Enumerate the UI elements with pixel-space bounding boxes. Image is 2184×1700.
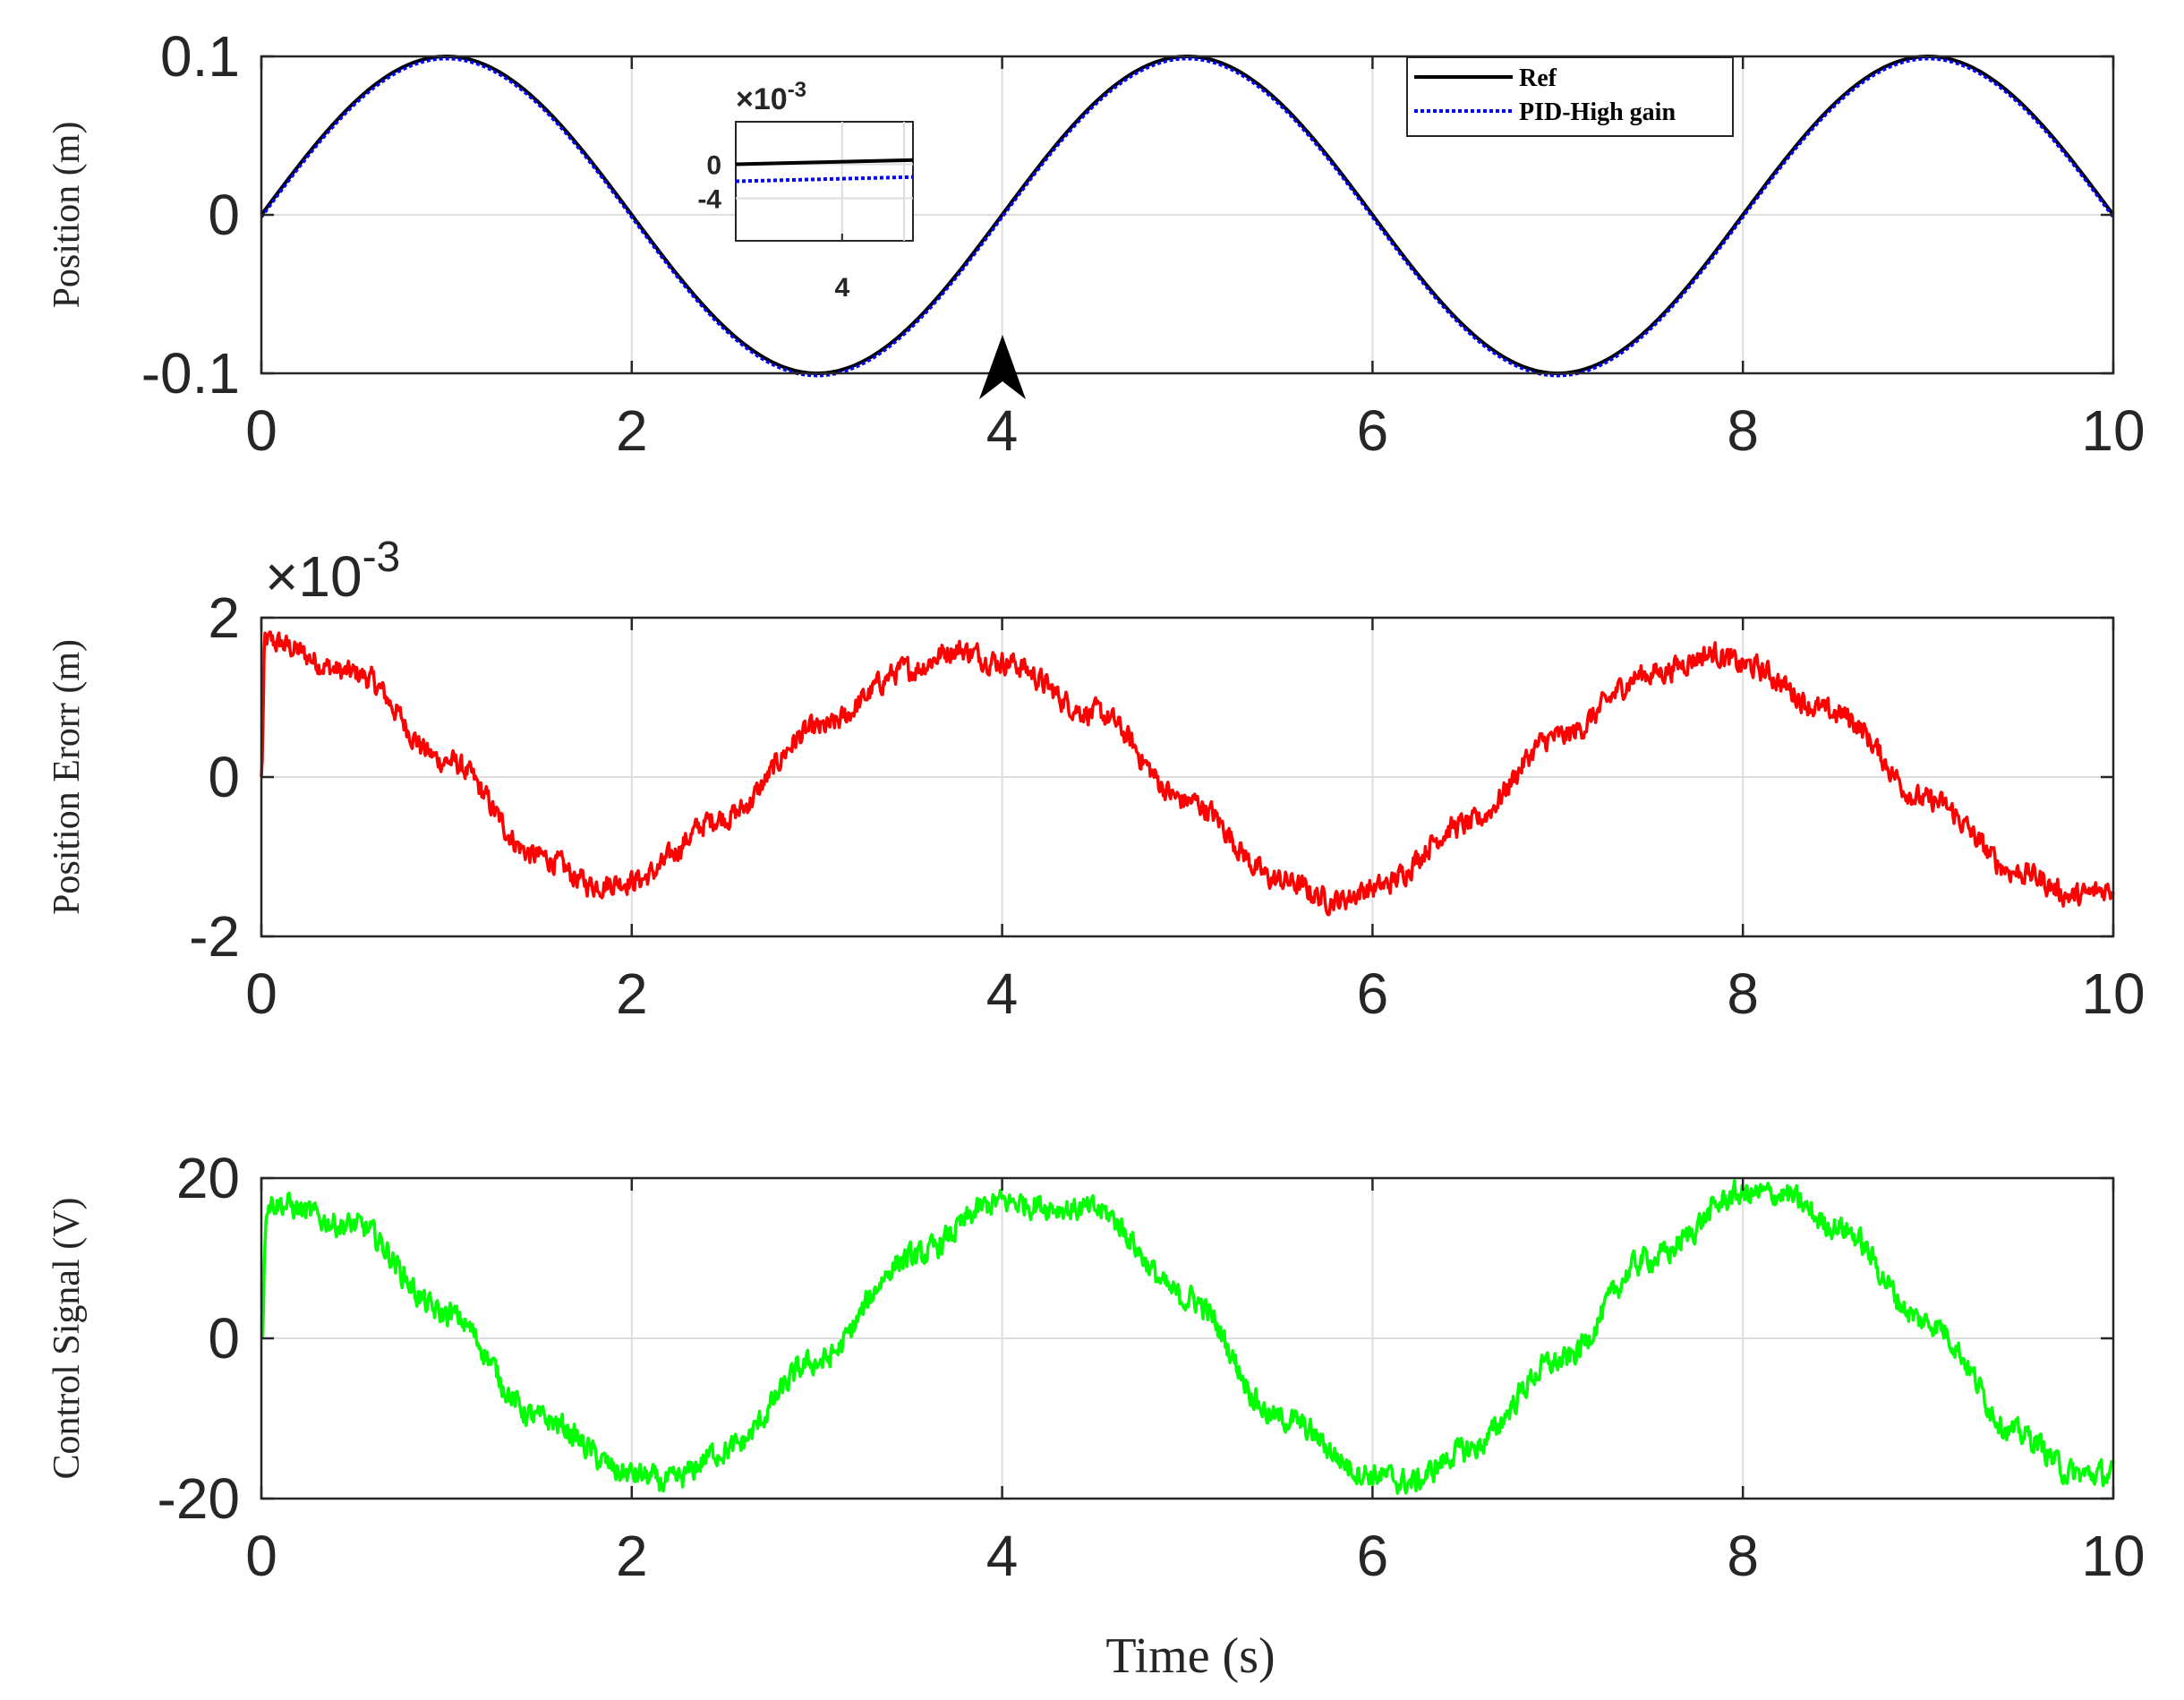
inset-ticks: 4 0 -4 xyxy=(697,151,849,303)
position-panel: 0 2 4 6 8 100.10-0.1 Position (m) Ref PID-Hig… xyxy=(47,24,2146,463)
inset-x-tick-label: 4 xyxy=(834,273,849,303)
x-tick-label: 2 xyxy=(616,398,648,463)
error-exponent: ×10-3 xyxy=(265,534,400,609)
y-tick-label: 0.1 xyxy=(160,24,240,89)
annotation-arrow xyxy=(979,335,1026,399)
x-tick-label: 6 xyxy=(1357,398,1389,463)
x-tick-label: 8 xyxy=(1727,398,1759,463)
inset-plot-area xyxy=(735,121,914,242)
x-tick-label: 10 xyxy=(2081,961,2145,1026)
x-tick-label: 0 xyxy=(245,398,277,463)
inset-lines xyxy=(735,158,914,184)
x-tick-label: 4 xyxy=(986,1524,1019,1588)
series-pid-line xyxy=(260,56,2115,378)
x-tick-label: 10 xyxy=(2081,1524,2145,1588)
control-lines xyxy=(260,1179,2115,1495)
legend-box xyxy=(1406,56,1734,137)
x-tick-label: 0 xyxy=(245,1524,277,1588)
series-control-line xyxy=(260,1179,2115,1495)
legend-pid-label: PID-High gain xyxy=(1519,98,1676,126)
y-tick-label: -20 xyxy=(158,1466,241,1531)
x-tick-label: 0 xyxy=(245,961,277,1026)
time-xlabel: Time (s) xyxy=(1105,1628,1275,1684)
position-inset: 4 0 -4 ×10-3 xyxy=(697,78,914,303)
position-ticks: 0 2 4 6 8 100.10-0.1 xyxy=(141,24,2146,463)
x-tick-label: 2 xyxy=(616,961,648,1026)
inset-y-tick-label: 0 xyxy=(706,151,721,181)
x-tick-label: 8 xyxy=(1727,1524,1759,1588)
y-tick-label: 0 xyxy=(208,183,240,247)
position-ylabel: Position (m) xyxy=(47,122,88,309)
x-tick-label: 10 xyxy=(2081,398,2145,463)
inset-ref-line xyxy=(735,158,914,167)
y-tick-label: 20 xyxy=(176,1146,240,1210)
series-error-line xyxy=(260,630,2115,917)
error-lines xyxy=(260,630,2115,917)
x-tick-label: 6 xyxy=(1357,961,1389,1026)
x-tick-label: 4 xyxy=(986,398,1019,463)
y-tick-label: 2 xyxy=(208,585,240,650)
control-ylabel: Control Signal (V) xyxy=(47,1198,88,1480)
error-ylabel: Position Erorr (m) xyxy=(47,639,88,915)
y-tick-label: 0 xyxy=(208,1306,240,1371)
x-tick-label: 4 xyxy=(986,961,1019,1026)
legend-ref-label: Ref xyxy=(1519,64,1557,92)
y-tick-label: -0.1 xyxy=(141,341,240,406)
inset-y-tick-label: -4 xyxy=(697,185,721,215)
y-tick-label: 0 xyxy=(208,745,240,809)
inset-exponent: ×10-3 xyxy=(736,78,806,116)
y-tick-label: -2 xyxy=(189,904,240,969)
x-tick-label: 2 xyxy=(616,1524,648,1588)
inset-pid-line xyxy=(735,175,914,184)
position-legend: Ref PID-High gain xyxy=(1406,56,1734,137)
x-tick-label: 6 xyxy=(1357,1524,1389,1588)
x-tick-label: 8 xyxy=(1727,961,1759,1026)
